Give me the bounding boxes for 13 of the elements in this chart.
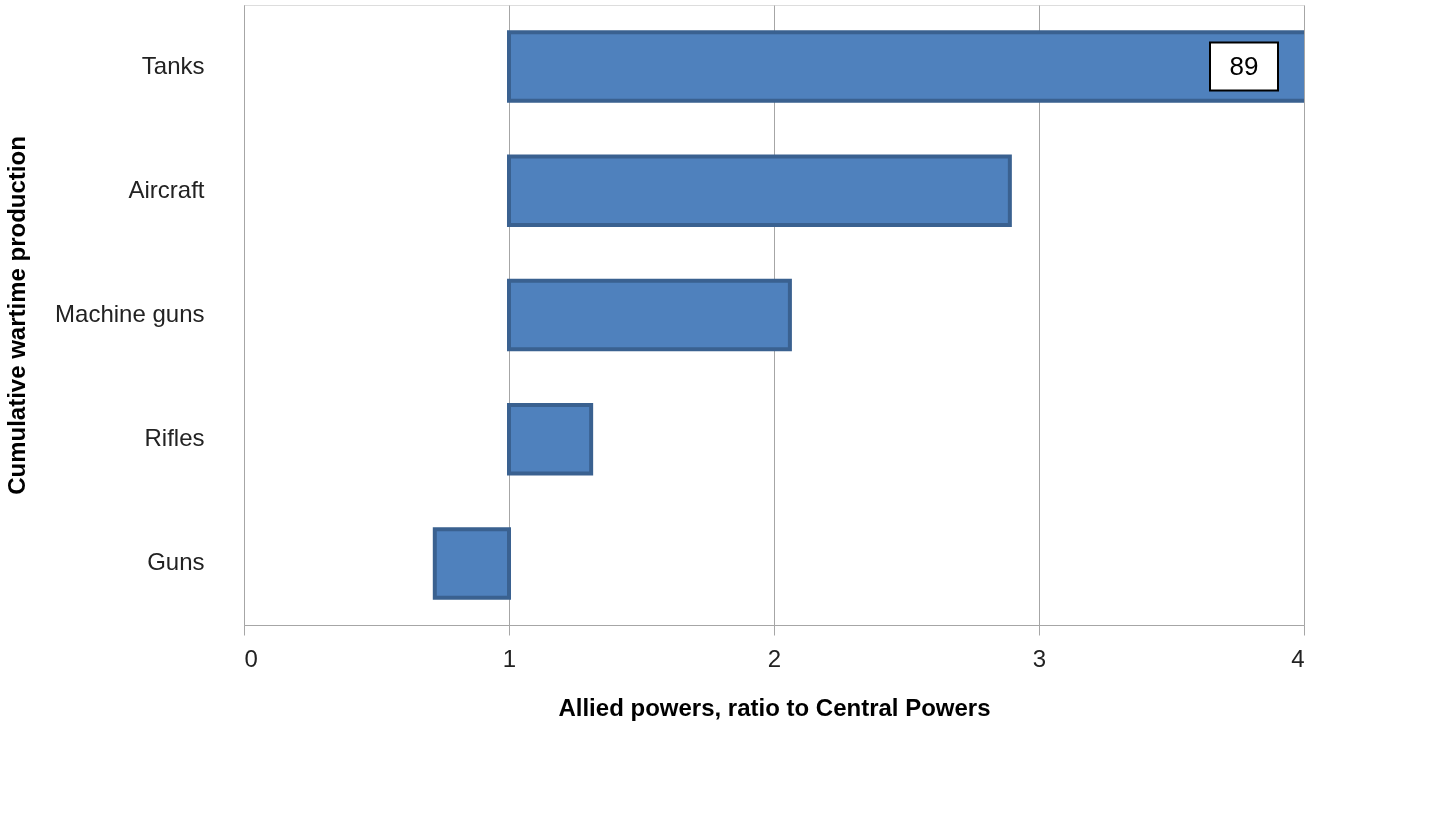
y-tick-label: Guns [147,548,205,576]
x-tick-label: 3 [1032,644,1047,672]
y-tick-label: Aircraft [128,175,205,203]
data-label: 89 [1229,50,1259,81]
y-tick-label: Machine guns [55,300,205,327]
y-axis-title: Cumulative wartime production [3,136,31,495]
x-tick-label: 2 [767,644,782,672]
x-axis-title: Allied powers, ratio to Central Powers [558,693,991,721]
x-tick-label: 0 [244,644,258,672]
x-tick-label: 4 [1291,644,1305,672]
x-tick-label: 1 [502,644,517,672]
y-tick-label: Rifles [144,424,205,452]
y-tick-label: Tanks [141,51,205,79]
